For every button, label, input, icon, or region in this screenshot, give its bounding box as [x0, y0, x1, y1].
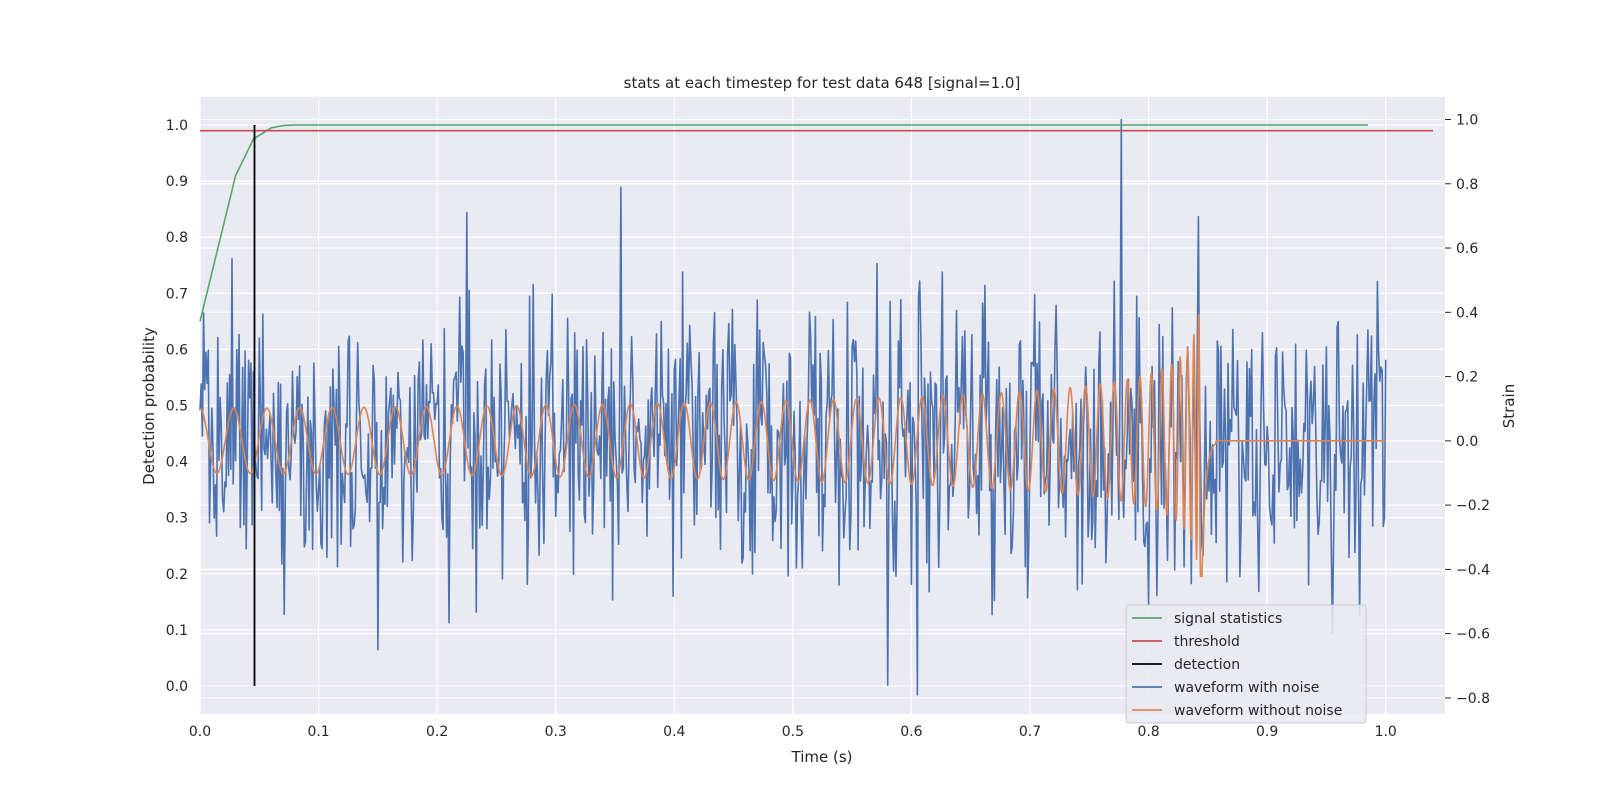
- x-tick-label: 0.9: [1256, 724, 1278, 740]
- series-line-waveform-without-noise: [199, 313, 1386, 578]
- y-left-tick-label: 0.8: [166, 230, 188, 246]
- legend: signal statistics threshold detection wavef…: [1125, 604, 1367, 724]
- y-axis-right-label: Strain: [1500, 384, 1518, 428]
- y-right-tick-label: −0.2: [1456, 498, 1490, 514]
- legend-label: threshold: [1174, 634, 1240, 650]
- y-right-tick-label: 0.6: [1456, 241, 1478, 257]
- y-right-tick-label: −0.4: [1456, 562, 1490, 578]
- y-left-tick-label: 0.3: [166, 511, 188, 527]
- x-tick-label: 0.2: [426, 724, 448, 740]
- series-layer: [199, 118, 1434, 696]
- legend-label: detection: [1174, 657, 1240, 673]
- y-left-tick-label: 0.5: [166, 399, 188, 415]
- y-left-tick-label: 0.9: [166, 174, 188, 190]
- x-tick-label: 0.5: [782, 724, 804, 740]
- series-line-signal-statistics: [199, 124, 1368, 322]
- axis-ticks: 0.0 0.1 0.2 0.3 0.4 0.5 0.6 0.7 0.8 0.9 1.0 0.0 0.1 0…: [166, 112, 1490, 740]
- y-right-tick-label: 0.8: [1456, 177, 1478, 193]
- x-tick-label: 1.0: [1375, 724, 1397, 740]
- y-left-tick-label: 1.0: [166, 118, 188, 134]
- legend-box: [1125, 604, 1367, 724]
- legend-label: waveform with noise: [1174, 680, 1319, 696]
- x-tick-label: 0.3: [545, 724, 567, 740]
- y-right-tick-label: 0.4: [1456, 305, 1478, 321]
- legend-label: signal statistics: [1174, 611, 1282, 627]
- x-tick-label: 0.1: [307, 724, 329, 740]
- y-left-tick-label: 0.2: [166, 567, 188, 583]
- y-left-tick-label: 0.0: [166, 679, 188, 695]
- legend-label: waveform without noise: [1174, 703, 1342, 719]
- y-axis-left-label: Detection probability: [140, 327, 158, 485]
- y-right-tick-label: 1.0: [1456, 112, 1478, 128]
- y-left-tick-label: 0.1: [166, 623, 188, 639]
- x-axis-label: Time (s): [791, 748, 853, 766]
- y-right-tick-label: 0.0: [1456, 434, 1478, 450]
- x-tick-label: 0.4: [663, 724, 685, 740]
- y-left-tick-label: 0.6: [166, 342, 188, 358]
- x-tick-label: 0.6: [900, 724, 922, 740]
- y-left-tick-label: 0.4: [166, 455, 188, 471]
- chart-title: stats at each timestep for test data 648…: [624, 74, 1021, 92]
- y-left-tick-label: 0.7: [166, 286, 188, 302]
- y-right-tick-label: −0.6: [1456, 627, 1490, 643]
- y-right-tick-label: 0.2: [1456, 370, 1478, 386]
- y-right-tick-label: −0.8: [1456, 691, 1490, 707]
- x-tick-label: 0.8: [1137, 724, 1159, 740]
- x-tick-label: 0.7: [1019, 724, 1041, 740]
- x-tick-label: 0.0: [189, 724, 211, 740]
